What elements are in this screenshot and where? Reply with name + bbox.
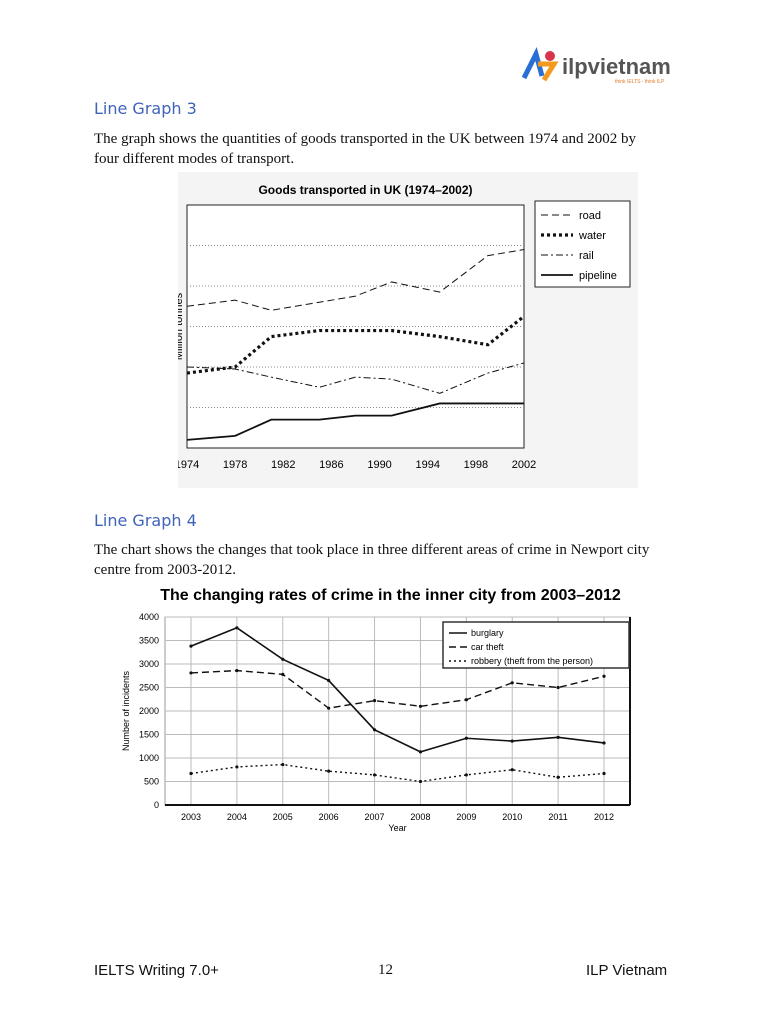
data-point (372, 773, 377, 777)
section-heading: Line Graph 4 (94, 511, 197, 530)
y-tick-label: 0 (154, 800, 159, 810)
data-point (189, 771, 193, 776)
data-point (372, 728, 377, 732)
data-point (418, 704, 423, 708)
data-point (189, 644, 193, 648)
logo: ilpvietnam think IELTS - think ILP (520, 46, 690, 91)
legend-label: road (579, 210, 601, 222)
legend-box (534, 200, 631, 288)
x-tick-label: 2004 (227, 812, 247, 822)
y-tick-label: 2500 (139, 683, 159, 693)
data-point (556, 735, 560, 739)
footer-left: IELTS Writing 7.0+ (94, 962, 219, 979)
x-tick-label: 1986 (319, 459, 343, 471)
data-point (418, 779, 423, 784)
data-point (464, 736, 468, 740)
data-point (464, 773, 468, 777)
chart-title: Goods transported in UK (1974–2002) (258, 183, 472, 197)
data-point (602, 771, 606, 776)
x-tick-label: 1974 (178, 459, 199, 471)
crime-rates-chart: The changing rates of crime in the inner… (121, 587, 631, 833)
logo-text: ilpvietnam (562, 54, 671, 79)
x-tick-label: 1998 (464, 459, 488, 471)
y-axis-label: Number of incidents (121, 670, 131, 751)
section-description: The graph shows the quantities of goods … (94, 131, 636, 167)
series-line-2 (190, 763, 605, 783)
y-tick-label: 4000 (139, 612, 159, 622)
legend-label: robbery (theft from the person) (471, 656, 593, 666)
series-line-water (186, 315, 525, 375)
data-point (327, 678, 331, 683)
data-point (235, 765, 239, 769)
data-point (602, 741, 606, 745)
page-number: 12 (378, 962, 393, 978)
y-tick-label: 1500 (139, 730, 159, 740)
data-point (510, 681, 514, 685)
data-point (235, 668, 239, 673)
x-tick-label: 1982 (271, 459, 295, 471)
ilpvietnam-logo-icon: ilpvietnam think IELTS - think ILP (521, 47, 671, 85)
x-tick-label: 2010 (502, 812, 522, 822)
data-point (281, 672, 285, 676)
y-axis-label: Million tonnes (178, 292, 185, 360)
legend-label: pipeline (579, 270, 617, 282)
data-point (556, 775, 560, 779)
data-point (510, 739, 514, 743)
legend-label: water (578, 230, 606, 242)
data-point (327, 706, 331, 710)
series-line-0 (190, 626, 605, 753)
data-point (281, 657, 285, 661)
y-tick-label: 3000 (139, 659, 159, 669)
x-axis-label: Year (388, 823, 406, 833)
x-tick-label: 1990 (367, 459, 391, 471)
x-tick-label: 2003 (181, 812, 201, 822)
y-tick-label: 1000 (139, 753, 159, 763)
y-tick-label: 2000 (139, 706, 159, 716)
x-tick-label: 2005 (273, 812, 293, 822)
series-line-1 (190, 669, 605, 709)
x-tick-label: 2012 (594, 812, 614, 822)
legend-label: rail (579, 250, 594, 262)
data-point (602, 674, 606, 678)
data-point (372, 699, 377, 703)
series-line-pipeline (186, 402, 524, 441)
x-tick-label: 2008 (410, 812, 430, 822)
data-point (235, 626, 239, 630)
x-tick-label: 2006 (319, 812, 339, 822)
logo-tagline: think IELTS - think ILP (615, 79, 665, 85)
series-line-rail (186, 362, 525, 394)
data-point (556, 685, 560, 690)
section-description: The chart shows the changes that took pl… (94, 542, 650, 578)
chart-title: The changing rates of crime in the inner… (160, 587, 621, 604)
x-tick-label: 2011 (548, 812, 567, 822)
goods-transport-chart: Goods transported in UK (1974–2002)02040… (178, 172, 638, 488)
data-point (418, 750, 423, 754)
data-point (327, 769, 331, 773)
x-tick-label: 1994 (415, 459, 439, 471)
y-tick-label: 3500 (139, 636, 159, 646)
x-tick-label: 2009 (456, 812, 476, 822)
data-point (510, 768, 514, 772)
y-tick-label: 500 (144, 777, 159, 787)
legend-box (442, 621, 630, 669)
data-point (281, 762, 285, 767)
data-point (189, 671, 193, 675)
data-point (464, 698, 468, 702)
section-heading: Line Graph 3 (94, 99, 197, 118)
legend-label: burglary (471, 628, 504, 638)
x-tick-label: 2007 (365, 812, 385, 822)
legend-label: car theft (471, 642, 504, 652)
x-tick-label: 1978 (223, 459, 247, 471)
series-line-road (186, 249, 525, 311)
x-tick-label: 2002 (512, 459, 536, 471)
footer-right: ILP Vietnam (586, 962, 668, 979)
